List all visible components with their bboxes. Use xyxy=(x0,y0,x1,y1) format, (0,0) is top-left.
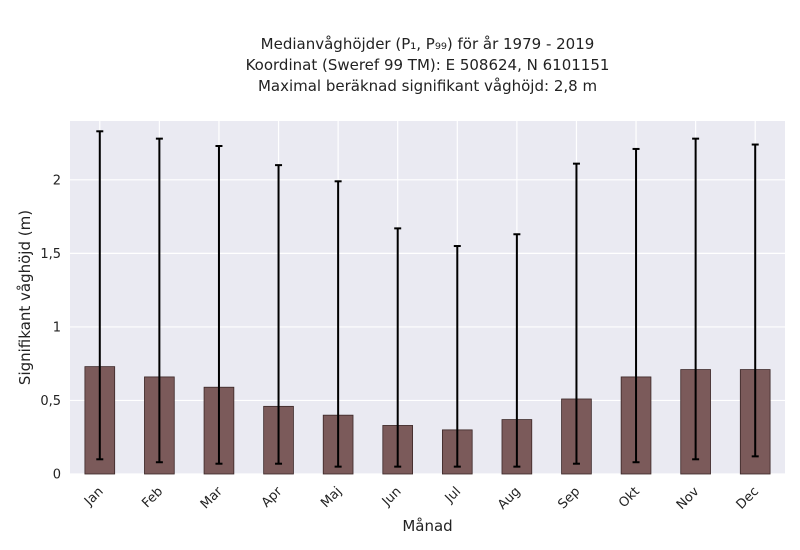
x-tick-label: Aug xyxy=(495,484,524,513)
error-bar-okt xyxy=(632,147,640,464)
x-tick-label: Okt xyxy=(616,484,643,511)
y-tick-label: 0 xyxy=(53,468,61,483)
plot-area xyxy=(70,121,785,474)
y-tick-label: 2 xyxy=(53,173,61,188)
error-bar-nov xyxy=(692,137,700,461)
x-tick-label: Feb xyxy=(139,484,166,511)
x-tick-label: Jun xyxy=(379,484,405,510)
chart-title: Medianvåghöjder (P₁, P₉₉) för år 1979 - … xyxy=(70,34,785,97)
y-axis-ticks: 0 0,5 1 1,5 2 xyxy=(40,173,61,482)
x-axis-label: Månad xyxy=(402,517,452,535)
error-bar-jan xyxy=(96,130,104,461)
y-tick-label: 1 xyxy=(53,320,61,335)
error-bar-mar xyxy=(215,145,223,465)
title-line-3: Maximal beräknad signifikant våghöjd: 2,… xyxy=(257,77,598,95)
error-bar-aug xyxy=(513,233,521,468)
y-axis-label: Signifikant våghöjd (m) xyxy=(16,210,34,385)
y-tick-label: 1,5 xyxy=(40,247,61,262)
error-bar-apr xyxy=(275,164,283,465)
error-bar-jun xyxy=(394,227,402,468)
x-tick-label: Sep xyxy=(555,484,583,512)
title-line-2: Koordinat (Sweref 99 TM): E 508624, N 61… xyxy=(245,56,610,74)
error-bar-sep xyxy=(572,162,580,465)
x-tick-label: Maj xyxy=(318,484,345,511)
x-tick-label: Nov xyxy=(674,484,703,513)
x-tick-label: Mar xyxy=(198,484,226,512)
x-tick-label: Jul xyxy=(442,484,464,506)
error-bar-feb xyxy=(155,137,163,464)
y-tick-label: 0,5 xyxy=(40,394,61,409)
error-bar-jul xyxy=(453,245,461,468)
x-tick-label: Dec xyxy=(734,484,762,512)
error-bar-maj xyxy=(334,180,342,468)
error-bars xyxy=(96,130,759,468)
title-line-1: Medianvåghöjder (P₁, P₉₉) för år 1979 - … xyxy=(260,35,595,53)
error-bar-dec xyxy=(751,143,759,458)
x-tick-label: Jan xyxy=(81,484,106,509)
x-tick-label: Apr xyxy=(259,484,286,511)
x-axis-ticks: Jan Feb Mar Apr Maj Jun Jul Aug Sep Okt Nov Dec xyxy=(81,484,762,513)
